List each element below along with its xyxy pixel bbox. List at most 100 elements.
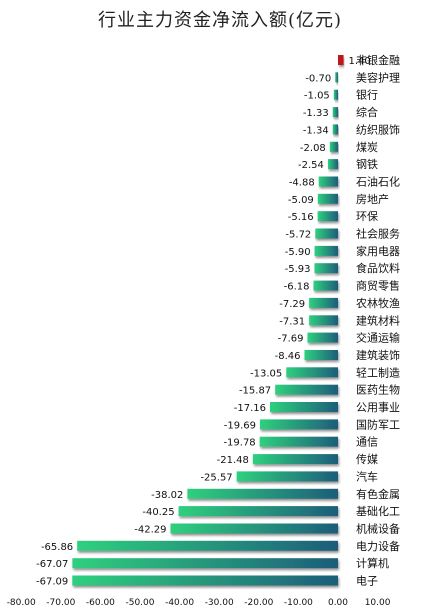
chart-title: 行业主力资金净流入额(亿元) bbox=[97, 10, 343, 31]
bar-29 bbox=[77, 540, 338, 551]
category-label-20: 医药生物 bbox=[356, 383, 400, 397]
value-label-26: -38.02 bbox=[151, 490, 183, 501]
x-tick-label-2: -70.00 bbox=[46, 598, 75, 608]
category-label-9: 房地产 bbox=[356, 192, 389, 206]
bar-8 bbox=[318, 176, 338, 187]
value-label-3: -1.05 bbox=[304, 91, 330, 102]
bar-1 bbox=[338, 55, 344, 65]
value-label-21: -17.16 bbox=[234, 403, 266, 414]
bar-22 bbox=[260, 419, 338, 430]
category-label-14: 商贸零售 bbox=[356, 279, 400, 293]
bar-17 bbox=[307, 332, 338, 343]
category-label-4: 综合 bbox=[356, 105, 378, 119]
value-label-7: -2.54 bbox=[298, 160, 324, 171]
bar-21 bbox=[270, 402, 338, 412]
category-label-15: 农林牧渔 bbox=[356, 296, 400, 310]
value-label-2: -0.70 bbox=[305, 73, 331, 84]
value-label-1: 1.40 bbox=[349, 56, 371, 67]
category-label-16: 建筑材料 bbox=[356, 313, 400, 327]
value-label-8: -4.88 bbox=[289, 178, 315, 189]
x-axis: -80.00 -70.00 -60.00 -50.00 -40.00 -30.00 -20.… bbox=[7, 598, 391, 608]
category-label-8: 石油石化 bbox=[356, 175, 400, 189]
value-label-11: -5.72 bbox=[285, 230, 311, 241]
value-label-30: -67.07 bbox=[36, 559, 68, 570]
category-label-7: 钢铁 bbox=[356, 158, 378, 171]
category-label-17: 交通运输 bbox=[356, 331, 400, 345]
x-tick-label-8: -10.00 bbox=[284, 598, 313, 608]
bar-4 bbox=[332, 107, 338, 118]
category-label-26: 有色金属 bbox=[356, 487, 400, 501]
x-tick-label-6: -30.00 bbox=[205, 598, 234, 608]
category-label-24: 传媒 bbox=[356, 453, 378, 466]
bar-2 bbox=[335, 72, 338, 83]
category-label-31: 电子 bbox=[356, 575, 378, 588]
x-tick-label-4: -50.00 bbox=[125, 598, 154, 608]
bar-14 bbox=[313, 280, 338, 291]
value-label-20: -15.87 bbox=[239, 386, 271, 397]
value-label-17: -7.69 bbox=[278, 334, 304, 345]
value-label-14: -6.18 bbox=[284, 282, 310, 293]
value-label-13: -5.93 bbox=[285, 264, 311, 275]
bar-10 bbox=[317, 211, 338, 222]
category-label-6: 煤炭 bbox=[356, 141, 378, 154]
bar-25 bbox=[236, 471, 338, 482]
category-label-30: 计算机 bbox=[356, 556, 389, 570]
value-label-28: -42.29 bbox=[134, 525, 166, 536]
value-label-29: -65.86 bbox=[41, 542, 73, 553]
bar-16 bbox=[309, 315, 338, 326]
x-tick-label-7: -20.00 bbox=[244, 598, 273, 608]
category-label-11: 社会服务 bbox=[356, 227, 400, 241]
category-label-18: 建筑装饰 bbox=[356, 348, 400, 362]
bar-20 bbox=[275, 384, 338, 395]
category-label-3: 银行 bbox=[356, 88, 378, 102]
bar-23 bbox=[259, 436, 338, 447]
category-label-27: 基础化工 bbox=[356, 504, 400, 518]
x-tick-label-10: 10.00 bbox=[365, 598, 391, 608]
bar-15 bbox=[309, 297, 338, 308]
value-label-5: -1.34 bbox=[303, 125, 329, 136]
value-label-12: -5.90 bbox=[285, 247, 311, 258]
bar-28 bbox=[170, 523, 338, 534]
x-tick-label-3: -60.00 bbox=[86, 598, 115, 608]
value-label-25: -25.57 bbox=[200, 472, 232, 483]
bar-18 bbox=[304, 350, 338, 360]
category-label-23: 通信 bbox=[356, 436, 378, 449]
category-label-12: 家用电器 bbox=[356, 244, 400, 258]
category-label-19: 轻工制造 bbox=[356, 365, 400, 379]
category-label-28: 机械设备 bbox=[356, 522, 400, 536]
value-label-19: -13.05 bbox=[250, 368, 282, 379]
bar-3 bbox=[333, 89, 338, 100]
value-label-23: -19.78 bbox=[223, 438, 255, 449]
bar-5 bbox=[332, 124, 338, 135]
category-label-29: 电力设备 bbox=[356, 539, 400, 553]
category-label-2: 美容护理 bbox=[356, 70, 400, 84]
value-label-22: -19.69 bbox=[224, 420, 256, 431]
category-label-22: 国防军工 bbox=[356, 417, 400, 431]
bar-9 bbox=[317, 193, 338, 204]
bar-30 bbox=[72, 558, 339, 569]
bar-26 bbox=[187, 488, 338, 499]
bar-27 bbox=[178, 506, 338, 517]
category-label-1: 非银金融 bbox=[356, 53, 400, 67]
bar-7 bbox=[327, 159, 338, 170]
bar-31 bbox=[72, 575, 339, 586]
x-tick-label-1: -80.00 bbox=[7, 598, 36, 608]
value-label-6: -2.08 bbox=[300, 143, 326, 154]
value-label-31: -67.09 bbox=[36, 577, 68, 588]
value-label-10: -5.16 bbox=[288, 212, 314, 223]
bar-11 bbox=[315, 228, 338, 239]
value-label-15: -7.29 bbox=[279, 299, 305, 310]
x-tick-label-5: -40.00 bbox=[165, 598, 194, 608]
value-label-24: -21.48 bbox=[217, 455, 249, 466]
value-label-18: -8.46 bbox=[275, 351, 301, 362]
category-label-25: 汽车 bbox=[356, 469, 378, 483]
bar-19 bbox=[286, 367, 338, 378]
x-tick-label-9: 0.00 bbox=[328, 598, 348, 608]
value-label-16: -7.31 bbox=[279, 316, 305, 327]
bar-13 bbox=[314, 263, 338, 274]
category-label-5: 纺织服饰 bbox=[356, 122, 400, 136]
value-label-9: -5.09 bbox=[288, 195, 314, 206]
